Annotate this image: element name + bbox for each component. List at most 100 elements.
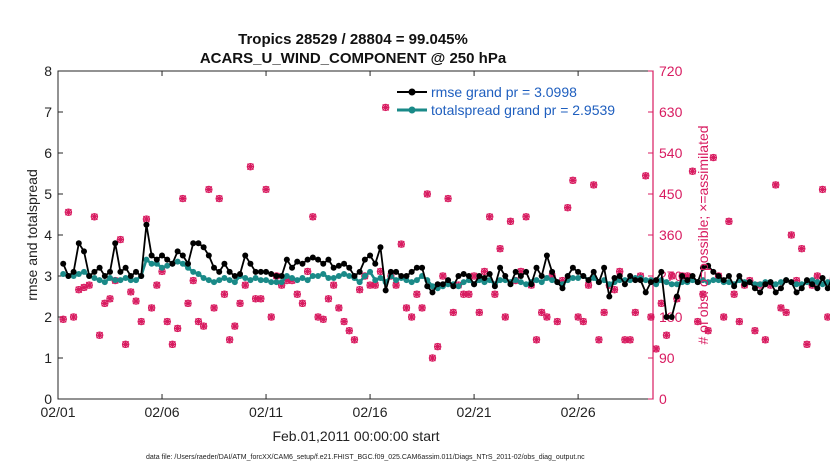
totalspread-point: [122, 275, 129, 282]
rmse-point: [611, 275, 618, 282]
obs-assimilated-marker: [335, 304, 343, 312]
rmse-point: [439, 281, 446, 288]
plot-area: 01234567809018027036045054063072002/0102…: [40, 63, 830, 420]
y2-tick-label: 450: [659, 186, 683, 202]
rmse-point: [751, 285, 758, 292]
rmse-point: [699, 264, 706, 271]
totalspread-point: [372, 277, 379, 284]
obs-assimilated-marker: [309, 213, 317, 221]
totalspread-point: [190, 268, 197, 275]
obs-assimilated-marker: [475, 308, 483, 316]
y-tick-label: 0: [44, 391, 52, 407]
rmse-point: [679, 273, 686, 279]
totalspread-point: [653, 281, 660, 288]
obs-assimilated-marker: [215, 195, 223, 203]
rmse-point: [403, 273, 410, 279]
y-axis-label: rmse and totalspread: [24, 169, 40, 301]
rmse-point: [325, 256, 332, 263]
rmse-point: [278, 273, 285, 279]
rmse-point: [133, 268, 140, 275]
rmse-point: [569, 264, 576, 271]
totalspread-point: [512, 277, 519, 284]
obs-assimilated-marker: [283, 277, 291, 285]
totalspread-point: [159, 264, 166, 271]
rmse-point: [585, 277, 592, 284]
obs-assimilated-marker: [319, 315, 327, 323]
rmse-point: [450, 283, 457, 290]
totalspread-point: [91, 275, 98, 282]
totalspread-point: [179, 260, 186, 267]
obs-assimilated-marker: [127, 288, 135, 296]
totalspread-point: [403, 277, 410, 284]
obs-assimilated-marker: [75, 286, 83, 294]
rmse-point: [725, 273, 732, 279]
obs-assimilated-marker: [293, 290, 301, 298]
rmse-point: [231, 273, 238, 279]
totalspread-point: [341, 270, 348, 277]
obs-assimilated-marker: [579, 318, 587, 326]
totalspread-point: [96, 277, 103, 284]
totalspread-point: [278, 279, 285, 286]
totalspread-point: [361, 273, 368, 279]
totalspread-point: [772, 281, 779, 288]
obs-assimilated-marker: [600, 308, 608, 316]
rmse-point: [538, 273, 545, 279]
chart-title-line1: Tropics 28529 / 28804 = 99.045%: [238, 31, 468, 48]
x-tick-label: 02/21: [457, 404, 492, 420]
obs-assimilated-marker: [90, 213, 98, 221]
totalspread-point: [429, 283, 436, 290]
obs-assimilated-marker: [595, 336, 603, 344]
rmse-point: [564, 273, 571, 279]
obs-assimilated-marker: [522, 213, 530, 221]
rmse-point: [268, 270, 275, 277]
y-tick-label: 1: [44, 350, 52, 366]
rmse-point: [221, 260, 228, 267]
y2-tick-label: 720: [659, 63, 683, 79]
obs-assimilated-marker: [231, 322, 239, 330]
rmse-point: [445, 277, 452, 284]
rmse-point: [387, 268, 394, 275]
totalspread-point: [346, 273, 353, 279]
rmse-point: [75, 240, 82, 247]
rmse-point: [101, 273, 108, 279]
rmse-point: [70, 268, 77, 275]
obs-assimilated-marker: [413, 290, 421, 298]
obs-assimilated-marker: [559, 277, 567, 285]
rmse-point: [237, 270, 244, 277]
y2-axis-label: # of obs: o=possible; ×=assimilated: [695, 125, 711, 344]
rmse-point: [471, 281, 478, 288]
rmse-point: [434, 281, 441, 288]
obs-assimilated-marker: [246, 163, 254, 171]
rmse-point: [512, 268, 519, 275]
rmse-point: [481, 275, 488, 282]
rmse-point: [91, 268, 98, 275]
rmse-point: [746, 279, 753, 286]
obs-assimilated-marker: [304, 267, 312, 275]
obs-assimilated-marker: [122, 340, 130, 348]
legend-rmse-marker: [408, 88, 416, 96]
obs-assimilated-marker: [813, 272, 821, 280]
rmse-point: [377, 244, 384, 251]
totalspread-point: [710, 277, 717, 284]
totalspread-point: [356, 279, 363, 286]
obs-assimilated-marker: [392, 281, 400, 289]
y2-tick-label: 630: [659, 104, 683, 120]
obs-assimilated-marker: [70, 313, 78, 321]
y-tick-label: 8: [44, 63, 52, 79]
totalspread-point: [517, 279, 524, 286]
totalspread-point: [252, 275, 259, 282]
rmse-point: [242, 252, 249, 259]
obs-assimilated-marker: [298, 299, 306, 307]
obs-assimilated-marker: [382, 103, 390, 111]
rmse-point: [382, 287, 389, 294]
obs-assimilated-marker: [356, 286, 364, 294]
rmse-point: [299, 260, 306, 267]
obs-assimilated-marker: [819, 185, 827, 193]
totalspread-point: [268, 279, 275, 286]
obs-assimilated-marker: [787, 231, 795, 239]
obs-assimilated-marker: [366, 281, 374, 289]
obs-assimilated-marker: [683, 272, 691, 280]
obs-assimilated-marker: [564, 204, 572, 212]
x-tick-label: 02/06: [144, 404, 179, 420]
obs-assimilated-marker: [616, 267, 624, 275]
